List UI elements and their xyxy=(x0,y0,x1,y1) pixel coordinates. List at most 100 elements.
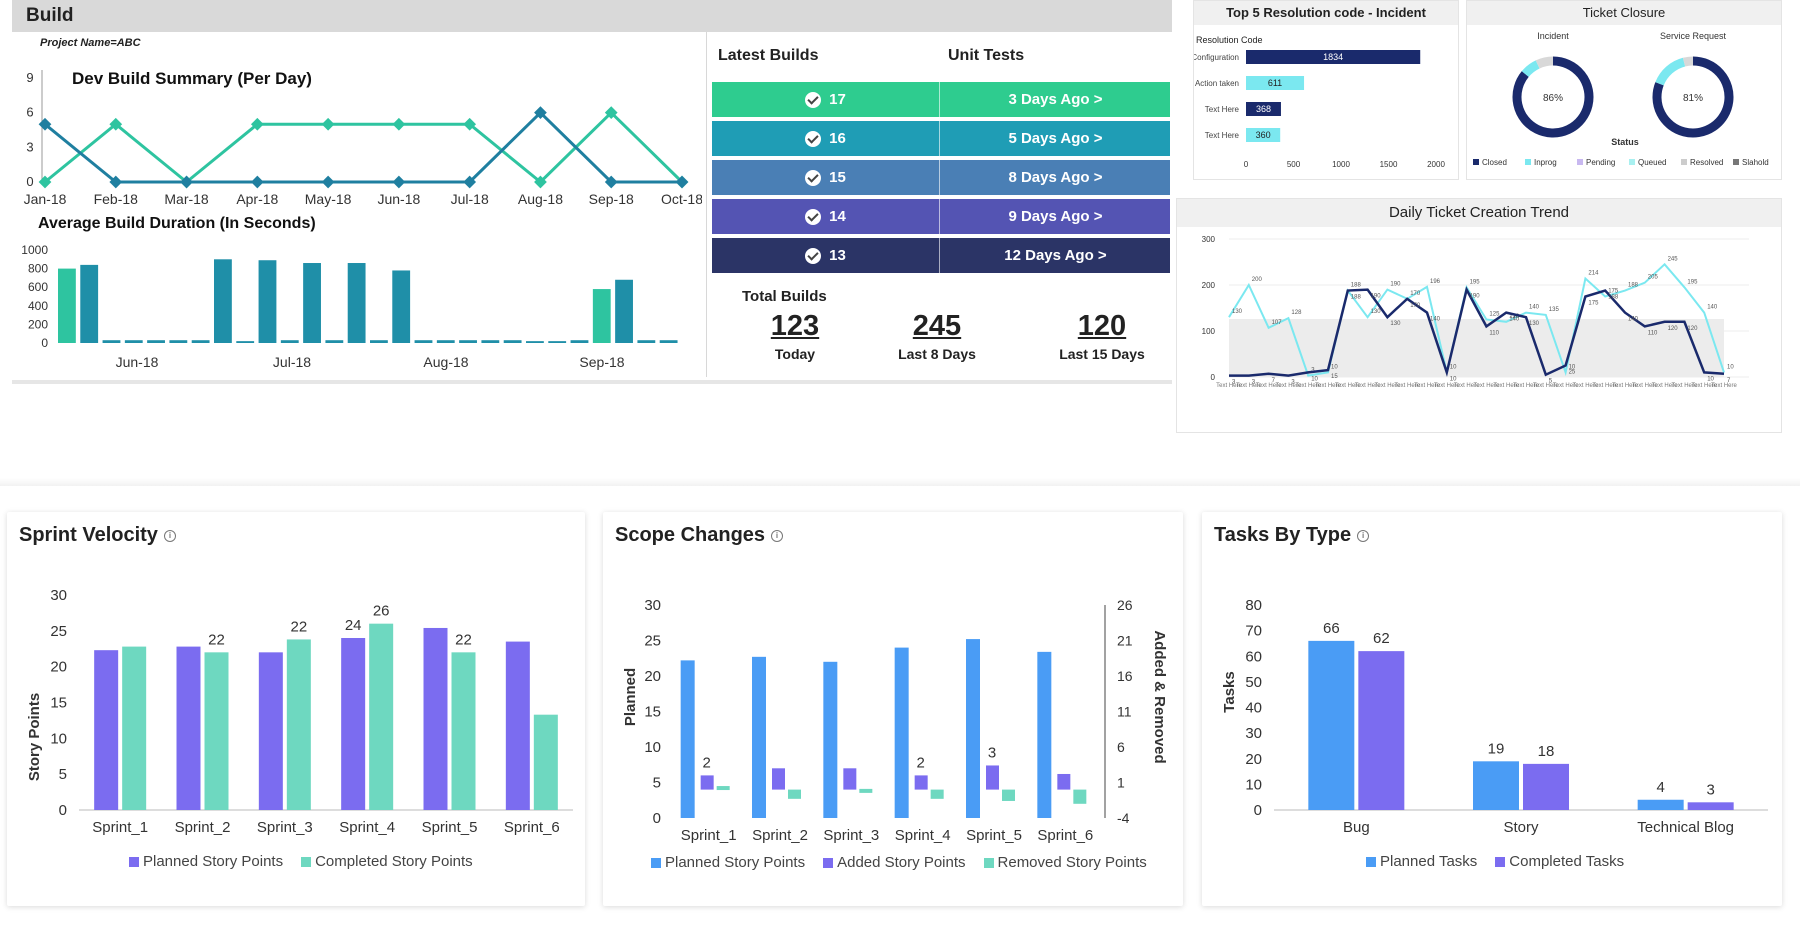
bar[interactable] xyxy=(788,789,801,799)
unit-test-link[interactable]: 5 Days Ago > xyxy=(941,121,1170,156)
incident-bar-label: 1834 xyxy=(1323,52,1343,62)
bar[interactable] xyxy=(1358,651,1405,810)
bar[interactable] xyxy=(772,768,785,790)
x-category-label: Technical Blog xyxy=(1637,819,1734,836)
bar[interactable] xyxy=(700,775,714,790)
y2-tick: 6 xyxy=(1117,739,1125,755)
dur-y-tick: 600 xyxy=(28,280,48,294)
bar[interactable] xyxy=(843,768,857,790)
legend-planned-story-points[interactable]: Planned Story Points xyxy=(129,853,283,870)
bar[interactable] xyxy=(505,641,530,810)
latest-build-row[interactable]: 14 9 Days Ago > xyxy=(712,199,1170,234)
bar[interactable] xyxy=(423,627,448,810)
legend-added-story-points[interactable]: Added Story Points xyxy=(823,854,966,871)
bar[interactable] xyxy=(716,786,730,791)
trend-data-label: 188 xyxy=(1608,295,1619,301)
unit-test-link[interactable]: 12 Days Ago > xyxy=(941,238,1170,273)
bar[interactable] xyxy=(859,788,873,793)
bar-value-label: 4 xyxy=(1656,779,1664,796)
trend-x-tick: Text Here xyxy=(1691,383,1717,389)
incident-category-label: Configuration xyxy=(1194,53,1239,62)
duration-bar xyxy=(102,340,121,343)
bar[interactable] xyxy=(533,714,558,810)
dev-y-tick: 3 xyxy=(26,139,33,154)
trend-x-tick: Text Here xyxy=(1513,383,1539,389)
unit-test-link[interactable]: 8 Days Ago > xyxy=(941,160,1170,195)
unit-test-link[interactable]: 9 Days Ago > xyxy=(941,199,1170,234)
bar[interactable] xyxy=(1073,789,1087,804)
total-today-value[interactable]: 123 xyxy=(770,310,820,342)
latest-build-row[interactable]: 17 3 Days Ago > xyxy=(712,82,1170,117)
dur-x-tick: Jul-18 xyxy=(273,354,311,370)
latest-builds-heading: Latest Builds xyxy=(718,47,819,64)
bar[interactable] xyxy=(122,646,147,810)
bar[interactable] xyxy=(176,646,201,810)
bar[interactable] xyxy=(286,639,311,810)
bar[interactable] xyxy=(986,765,999,790)
bar[interactable] xyxy=(894,647,909,818)
bar[interactable] xyxy=(680,660,695,818)
bar[interactable] xyxy=(451,652,476,810)
total-15days-value[interactable]: 120 xyxy=(1077,310,1127,342)
legend-completed-story-points[interactable]: Completed Story Points xyxy=(301,853,473,870)
legend-swatch xyxy=(1629,159,1635,165)
bar[interactable] xyxy=(1687,802,1734,810)
bar[interactable] xyxy=(1002,789,1015,801)
bar[interactable] xyxy=(966,639,980,818)
bar[interactable] xyxy=(930,789,944,799)
bar[interactable] xyxy=(1523,763,1569,810)
legend-planned-story-points[interactable]: Planned Story Points xyxy=(651,854,805,871)
trend-data-label: 10 xyxy=(1707,376,1714,382)
y-tick: 0 xyxy=(59,802,67,819)
legend-removed-story-points[interactable]: Removed Story Points xyxy=(983,854,1147,871)
legend-label: Completed Story Points xyxy=(315,853,473,870)
latest-build-row[interactable]: 16 5 Days Ago > xyxy=(712,121,1170,156)
bar[interactable] xyxy=(341,638,366,810)
dev-point xyxy=(109,175,123,189)
trend-data-label: 130 xyxy=(1390,321,1401,327)
unit-test-link[interactable]: 3 Days Ago > xyxy=(941,82,1170,117)
total-8days-value[interactable]: 245 xyxy=(912,310,962,342)
bar[interactable] xyxy=(1037,651,1052,818)
bar[interactable] xyxy=(1473,761,1519,810)
sprint-velocity-title: Sprint Velocity xyxy=(19,524,158,546)
trend-data-label: 135 xyxy=(1549,307,1560,313)
dev-point xyxy=(392,175,406,189)
trend-data-label: 10 xyxy=(1727,364,1734,370)
ticket-closure-legend-item: Slahold xyxy=(1742,158,1769,167)
total-8days-label: Last 8 Days xyxy=(898,346,976,362)
legend-label: Completed Tasks xyxy=(1509,853,1625,870)
y-tick: 30 xyxy=(1245,725,1262,742)
bar[interactable] xyxy=(823,661,838,818)
dev-build-summary-title: Dev Build Summary (Per Day) xyxy=(72,69,312,88)
donut-segment xyxy=(1521,60,1540,78)
latest-build-row[interactable]: 13 12 Days Ago > xyxy=(712,238,1170,273)
info-icon[interactable]: i xyxy=(1357,529,1370,542)
info-icon[interactable]: i xyxy=(771,529,784,542)
bar[interactable] xyxy=(204,652,229,810)
trend-x-tick: Text Here xyxy=(1711,383,1737,389)
bar[interactable] xyxy=(1308,640,1355,810)
trend-y-tick: 0 xyxy=(1211,373,1216,382)
trend-data-label: 140 xyxy=(1707,305,1718,311)
trend-data-label: 25 xyxy=(1569,370,1576,376)
dev-x-tick: Aug-18 xyxy=(518,191,563,207)
latest-build-row[interactable]: 15 8 Days Ago > xyxy=(712,160,1170,195)
x-category-label: Sprint_5 xyxy=(422,819,478,836)
bar[interactable] xyxy=(369,623,394,810)
x-category-label: Story xyxy=(1503,819,1539,836)
legend-planned-tasks[interactable]: Planned Tasks xyxy=(1366,853,1477,870)
dev-series-line xyxy=(44,110,684,185)
donut-segment xyxy=(1652,56,1734,138)
bar[interactable] xyxy=(752,656,766,818)
duration-bar xyxy=(325,340,344,343)
legend-completed-tasks[interactable]: Completed Tasks xyxy=(1495,853,1624,870)
info-icon[interactable]: i xyxy=(163,529,176,542)
bar[interactable] xyxy=(914,775,928,790)
bar[interactable] xyxy=(1637,799,1684,810)
trend-x-tick: Text Here xyxy=(1573,383,1599,389)
bar[interactable] xyxy=(94,650,119,810)
trend-x-tick: Text Here xyxy=(1236,383,1262,389)
bar[interactable] xyxy=(258,652,283,810)
bar[interactable] xyxy=(1057,773,1071,790)
